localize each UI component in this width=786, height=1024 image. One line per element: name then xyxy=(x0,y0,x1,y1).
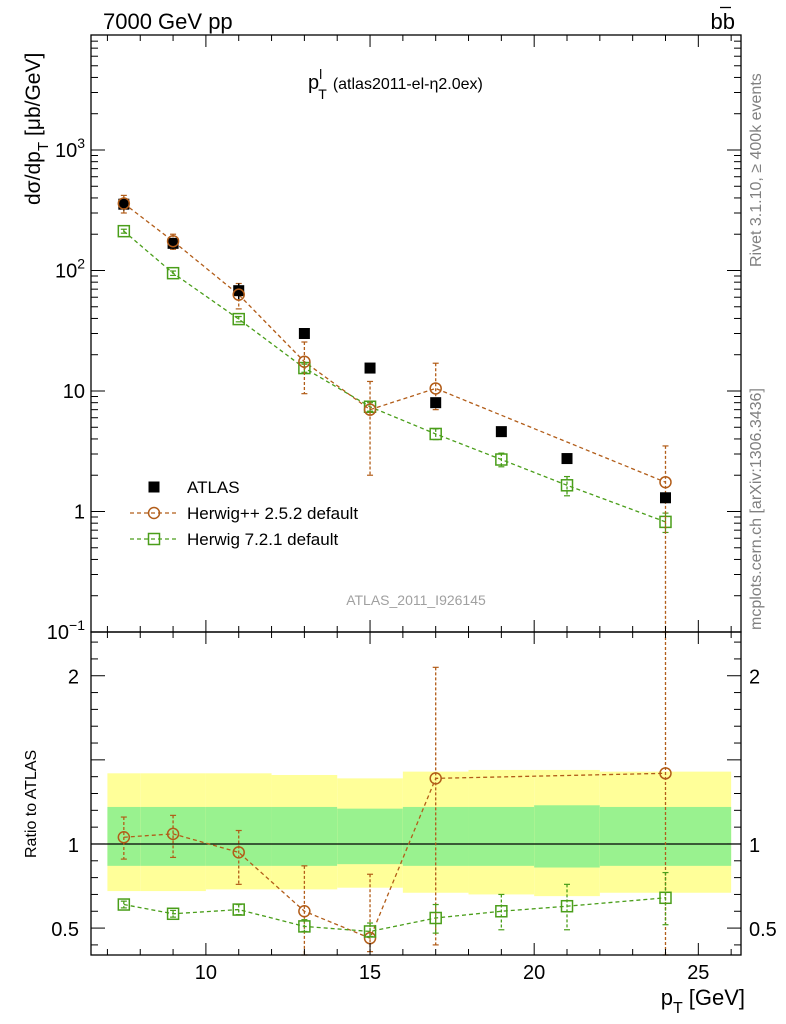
ratio-y-tick-label: 0.5 xyxy=(51,919,79,941)
y-tick-label: 102 xyxy=(55,255,85,282)
ratio-y-tick-label-right: 1 xyxy=(749,835,760,857)
ratio-y-tick-label: 1 xyxy=(68,835,79,857)
ratio-point-herwigpp xyxy=(429,772,442,785)
header-final-state: bb xyxy=(711,9,735,34)
uncertainty-band-inner xyxy=(468,806,535,866)
atlas-point xyxy=(364,362,376,374)
watermark: ATLAS_2011_I926145 xyxy=(346,592,486,608)
ratio-point-herwig7 xyxy=(298,920,311,933)
ratio-point-herwigpp xyxy=(166,827,180,841)
ratio-point-herwig7 xyxy=(363,925,377,938)
legend-marker-atlas xyxy=(148,481,160,493)
x-tick-label: 25 xyxy=(687,962,709,984)
ratio-y-tick-label-right: 2 xyxy=(749,667,760,689)
ratio-y-tick-label: 2 xyxy=(68,667,79,689)
herwig7-point xyxy=(166,266,180,280)
x-tick-label: 20 xyxy=(523,962,545,984)
atlas-point xyxy=(233,285,245,297)
ratio-panel: 0.5 0.5 1 1 2 2 10 15 20 25 Ratio to ATLAS pT [GeV… xyxy=(23,631,777,1017)
atlas-point xyxy=(430,397,442,409)
herwigpp-point xyxy=(117,197,131,210)
y-tick-label: 10 xyxy=(63,381,85,403)
ratio-point-herwig7 xyxy=(166,907,180,921)
y-tick-label: 103 xyxy=(55,135,85,162)
ratio-series-line xyxy=(123,897,666,933)
y-tick-label: 10−1 xyxy=(47,617,85,644)
ratio-point-herwig7 xyxy=(659,891,672,905)
atlas-point xyxy=(167,237,179,249)
ratio-point-herwig7 xyxy=(232,903,245,916)
legend: ATLAS Herwig++ 2.5.2 default Herwig 7.2.1 … xyxy=(130,478,358,549)
herwigpp-point xyxy=(429,382,442,395)
ratio-xlabel: pT [GeV] xyxy=(661,985,745,1017)
atlas-point xyxy=(118,198,130,210)
main-panel: 10−1 1 10 102 103 pl T(atlas2011-el-η2.0ex) d… xyxy=(22,34,742,644)
ratio-point-herwig7 xyxy=(495,905,508,918)
ratio-point-herwig7 xyxy=(429,911,442,925)
atlas-point xyxy=(298,328,310,339)
legend-marker-herwig7 xyxy=(147,532,161,546)
herwigpp-line xyxy=(123,202,666,483)
atlas-point xyxy=(495,426,507,438)
uncertainty-band-inner xyxy=(271,806,338,866)
ratio-point-herwigpp xyxy=(298,905,311,918)
uncertainty-band-inner xyxy=(107,806,141,866)
uncertainty-band-inner xyxy=(402,806,469,866)
uncertainty-band-inner xyxy=(337,808,403,865)
ratio-ylabel: Ratio to ATLAS xyxy=(23,750,40,858)
legend-label: Herwig++ 2.5.2 default xyxy=(187,504,358,523)
herwig7-point xyxy=(429,427,442,441)
uncertainty-band-inner xyxy=(534,805,600,868)
herwig7-point xyxy=(117,224,131,238)
ratio-point-herwigpp xyxy=(232,846,245,859)
header-process: 7000 GeV pp xyxy=(103,9,233,34)
ratio-point-herwigpp xyxy=(659,767,672,780)
herwigpp-point xyxy=(298,355,311,368)
y-tick-label: 1 xyxy=(74,501,85,523)
herwig7-point xyxy=(495,453,508,466)
ratio-point-herwig7 xyxy=(560,899,574,913)
herwigpp-point xyxy=(659,475,672,489)
ratio-y-tick-label-right: 0.5 xyxy=(749,919,777,941)
x-tick-label: 10 xyxy=(195,962,217,984)
atlas-point xyxy=(659,492,671,504)
main-title: pl T(atlas2011-el-η2.0ex) xyxy=(308,66,483,102)
ratio-point-herwig7 xyxy=(117,898,131,911)
ratio-point-herwigpp xyxy=(117,830,131,844)
legend-label: Herwig 7.2.1 default xyxy=(187,530,338,549)
x-tick-label: 15 xyxy=(359,962,381,984)
herwigpp-point xyxy=(363,403,377,416)
mcplots-label: mcplots.cern.ch [arXiv:1306.3436] xyxy=(748,388,765,630)
legend-label: ATLAS xyxy=(187,478,240,497)
herwigpp-point xyxy=(232,288,245,301)
herwig7-point xyxy=(560,479,574,492)
main-ylabel: dσ/dpT[μb/GeV] xyxy=(22,53,52,205)
herwigpp-point xyxy=(166,234,180,248)
atlas-point xyxy=(561,453,573,465)
herwig7-point xyxy=(232,312,245,326)
legend-marker-herwigpp xyxy=(147,506,161,520)
uncertainty-band-inner xyxy=(599,806,732,866)
svg-text:dσ/dpT[μb/GeV]: dσ/dpT[μb/GeV] xyxy=(22,53,52,205)
rivet-version-label: Rivet 3.1.10, ≥ 400k events xyxy=(748,73,765,267)
